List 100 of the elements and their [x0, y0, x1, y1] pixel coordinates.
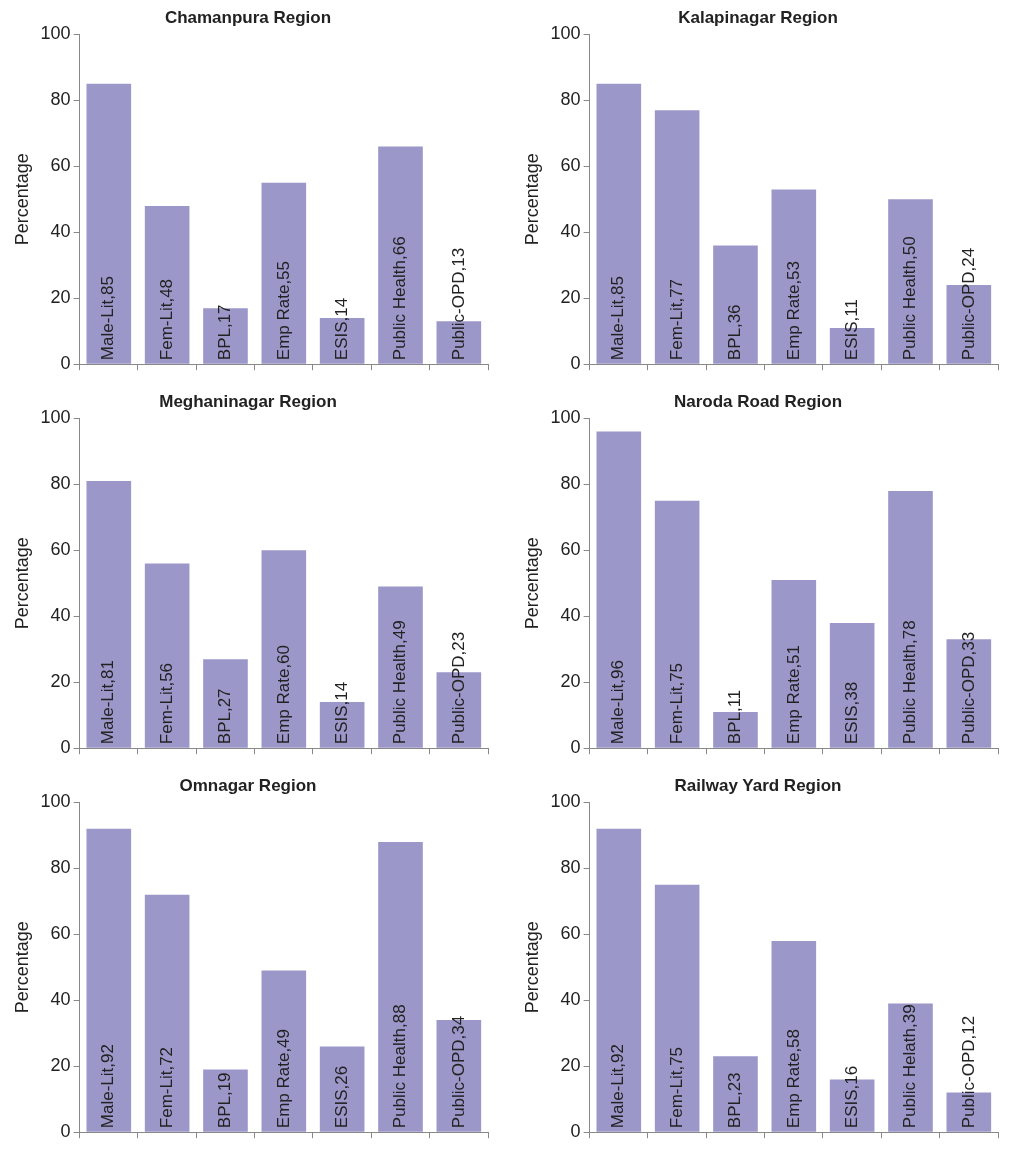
bar — [144, 894, 190, 1132]
bar — [888, 199, 933, 364]
chart-title: Kalapinagar Region — [678, 7, 838, 27]
bar — [654, 110, 700, 364]
y-tick-label: 100 — [550, 407, 581, 428]
y-tick-label: 60 — [560, 155, 581, 176]
y-tick-label: 0 — [60, 1121, 71, 1142]
y-axis-title: Percentage — [521, 153, 542, 246]
data-label: Male-Lit,81 — [98, 660, 118, 745]
y-tick-label: 80 — [560, 89, 581, 110]
y-tick-label: 100 — [550, 791, 581, 812]
bar — [829, 622, 875, 748]
bar — [596, 83, 642, 364]
chart-title: Omnagar Region — [179, 775, 317, 795]
y-tick-label: 80 — [560, 473, 581, 494]
y-tick-label: 20 — [50, 671, 71, 692]
bar — [261, 970, 307, 1132]
y-tick-label: 20 — [50, 1055, 71, 1076]
y-tick-label: 80 — [50, 473, 71, 494]
data-label: Public Health,66 — [390, 236, 410, 361]
chart-title: Meghaninagar Region — [159, 391, 337, 411]
data-label: BPL,17 — [215, 304, 235, 361]
data-label: Public-OPD,12 — [958, 1015, 978, 1129]
data-label: Emp Rate,58 — [783, 1028, 803, 1129]
y-axis-title: Percentage — [11, 537, 32, 630]
bar — [713, 245, 758, 364]
y-tick-label: 60 — [50, 539, 71, 560]
data-label: Fem-Lit,75 — [666, 662, 686, 745]
data-label: Male-Lit,85 — [98, 276, 118, 361]
data-label: Male-Lit,96 — [608, 660, 628, 745]
y-tick-label: 20 — [560, 671, 581, 692]
y-tick-label: 0 — [60, 353, 71, 374]
data-label: BPL,27 — [215, 688, 235, 745]
y-tick-label: 80 — [50, 89, 71, 110]
y-tick-label: 80 — [560, 857, 581, 878]
data-label: ESIS,26 — [331, 1065, 351, 1129]
bar — [596, 431, 642, 748]
data-label: Public-OPD,34 — [448, 1015, 468, 1129]
y-tick-label: 80 — [50, 857, 71, 878]
chart-title: Chamanpura Region — [164, 7, 332, 27]
y-tick-label: 40 — [50, 221, 71, 242]
data-label: ESIS,16 — [841, 1065, 861, 1129]
data-label: Male-Lit,92 — [608, 1044, 628, 1129]
chart-title: Railway Yard Region — [674, 775, 842, 795]
bar — [888, 490, 933, 748]
data-label: Public Health,49 — [390, 620, 410, 745]
y-tick-label: 60 — [560, 923, 581, 944]
data-label: Male-Lit,92 — [98, 1044, 118, 1129]
y-axis-title: Percentage — [521, 537, 542, 630]
bar — [713, 1056, 758, 1132]
data-label: Public Helath,39 — [900, 1004, 920, 1129]
bar — [86, 828, 132, 1132]
data-label: ESIS,14 — [331, 297, 351, 361]
y-tick-label: 40 — [560, 221, 581, 242]
y-axis-title: Percentage — [11, 921, 32, 1014]
y-tick-label: 60 — [560, 539, 581, 560]
y-axis-title: Percentage — [521, 921, 542, 1014]
bar — [378, 586, 423, 748]
bar — [261, 182, 307, 364]
bar — [771, 580, 817, 748]
data-label: BPL,11 — [725, 689, 745, 745]
y-axis-title: Percentage — [11, 153, 32, 246]
data-label: Emp Rate,60 — [273, 644, 293, 745]
y-tick-label: 100 — [40, 791, 71, 812]
y-tick-label: 60 — [50, 155, 71, 176]
data-label: Fem-Lit,56 — [156, 662, 176, 745]
bar — [203, 659, 248, 748]
y-tick-label: 20 — [50, 287, 71, 308]
bar — [378, 841, 423, 1132]
data-label: Emp Rate,55 — [273, 260, 293, 361]
bar — [654, 884, 700, 1132]
data-label: ESIS,14 — [331, 681, 351, 745]
data-label: Public Health,88 — [390, 1004, 410, 1129]
data-label: BPL,23 — [725, 1072, 745, 1129]
bar — [144, 205, 190, 364]
y-tick-label: 40 — [50, 989, 71, 1010]
y-tick-label: 40 — [560, 989, 581, 1010]
y-tick-label: 0 — [570, 737, 581, 758]
data-label: Male-Lit,85 — [608, 276, 628, 361]
data-label: Public-OPD,23 — [448, 631, 468, 745]
bar — [86, 83, 132, 364]
data-label: BPL,19 — [215, 1072, 235, 1129]
bar — [596, 828, 642, 1132]
bar — [654, 500, 700, 748]
y-tick-label: 100 — [40, 407, 71, 428]
data-label: Fem-Lit,77 — [666, 278, 686, 361]
data-label: ESIS,11 — [841, 299, 861, 361]
data-label: Public-OPD,13 — [448, 247, 468, 361]
bar — [144, 563, 190, 748]
y-tick-label: 100 — [550, 23, 581, 44]
chart-title: Naroda Road Region — [673, 391, 843, 411]
y-tick-label: 0 — [60, 737, 71, 758]
y-tick-label: 40 — [560, 605, 581, 626]
bar — [771, 189, 817, 364]
data-label: Public-OPD,33 — [958, 631, 978, 745]
data-label: Public Health,78 — [900, 620, 920, 745]
data-label: Emp Rate,53 — [783, 260, 803, 361]
data-label: Fem-Lit,48 — [156, 278, 176, 361]
data-label: Fem-Lit,72 — [156, 1046, 176, 1129]
bar — [771, 940, 817, 1132]
